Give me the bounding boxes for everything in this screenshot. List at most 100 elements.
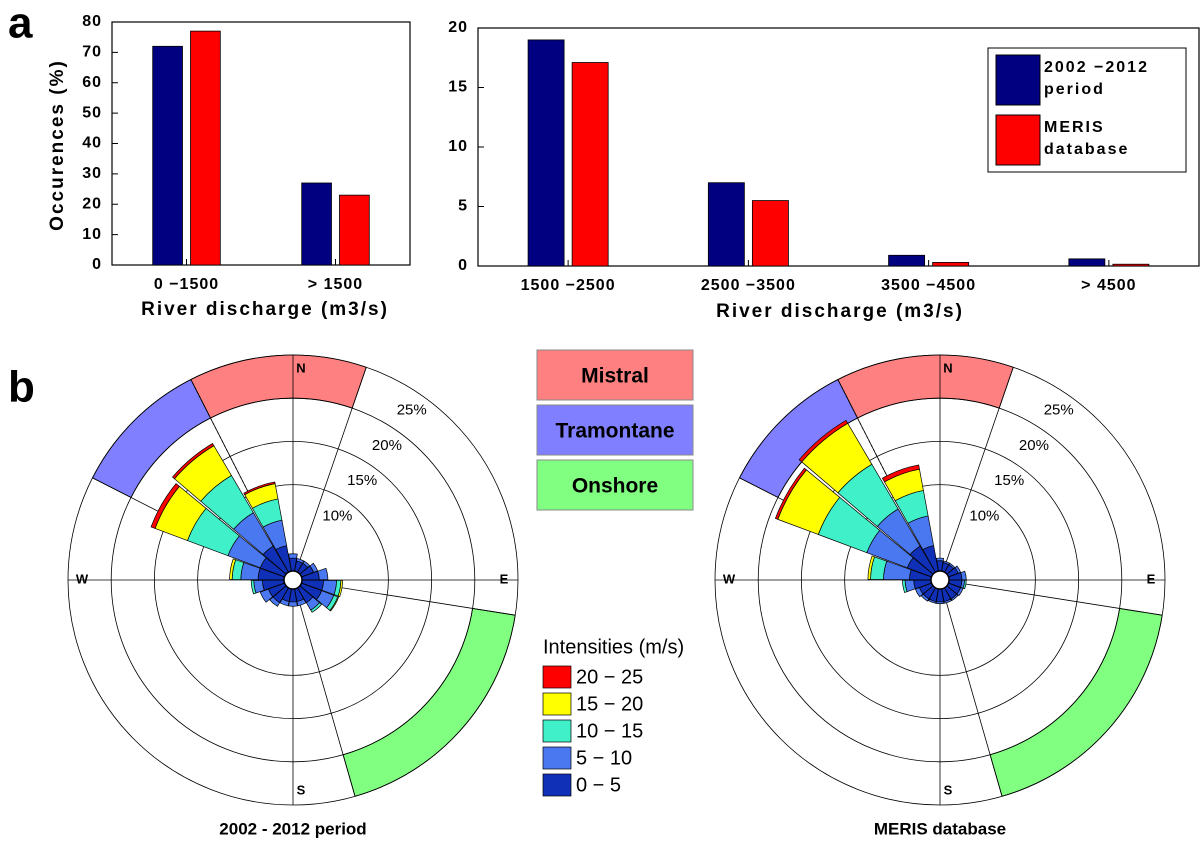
direction-label: E <box>500 571 509 586</box>
bar <box>707 182 745 267</box>
rose-wedge <box>296 598 307 607</box>
rose-wedge <box>150 483 180 529</box>
intensity-swatch <box>542 719 572 743</box>
rose-wedge <box>259 588 274 603</box>
bar <box>571 62 609 267</box>
y-tick-label: 0 <box>92 256 102 273</box>
x-tick-label: > 4500 <box>1081 277 1136 294</box>
intensity-swatch <box>542 665 572 689</box>
legend-swatch <box>995 114 1041 166</box>
rose-wedge <box>172 442 215 480</box>
rose-wedge <box>881 464 920 483</box>
panel-label: a <box>8 0 33 48</box>
sector-boundary <box>295 367 367 572</box>
rose-wedge <box>288 553 298 559</box>
legend-entry: 2002 −2012 period <box>1044 59 1149 98</box>
y-tick-label: 0 <box>458 257 468 274</box>
rose-wedge <box>950 593 959 601</box>
intensity-swatch <box>542 746 572 770</box>
bar <box>1112 263 1150 267</box>
x-tick-label: 3500 −4500 <box>881 277 976 294</box>
direction-label: W <box>723 571 736 586</box>
y-tick-label: 70 <box>82 44 102 61</box>
direction-label: N <box>943 360 952 375</box>
wind-sector <box>190 354 367 419</box>
y-tick-label: 20 <box>82 195 102 212</box>
sector-boundary <box>948 581 1163 616</box>
bar <box>527 39 565 267</box>
bar <box>1068 258 1106 267</box>
y-tick-label: 80 <box>82 13 102 30</box>
rose-wedge <box>914 587 924 598</box>
intensity-label: 5 − 10 <box>576 747 632 769</box>
y-tick-label: 5 <box>458 198 468 215</box>
bar <box>339 194 370 266</box>
wind-sector <box>342 607 516 797</box>
x-tick-label: 1500 −2500 <box>521 277 616 294</box>
bar <box>301 182 332 266</box>
y-tick-label: 15 <box>448 79 468 96</box>
x-axis-label: River discharge (m3/s) <box>141 299 389 320</box>
bar <box>152 45 183 266</box>
rose-wedge <box>927 598 937 604</box>
y-tick-label: 60 <box>82 74 102 91</box>
sector-boundary <box>942 367 1014 572</box>
direction-label: S <box>297 782 306 797</box>
ring-label: 20% <box>1019 437 1049 454</box>
bar <box>888 254 926 267</box>
intensity-label: 15 − 20 <box>576 693 643 715</box>
direction-label: N <box>296 360 305 375</box>
sector-legend-box <box>536 404 694 456</box>
rose-wedge <box>309 562 319 573</box>
intensity-swatch <box>542 692 572 716</box>
ring-label: 15% <box>994 472 1024 489</box>
sector-legend-box <box>536 349 694 401</box>
y-tick-label: 10 <box>82 226 102 243</box>
legend-swatch <box>995 54 1041 106</box>
rose-wedge <box>798 419 849 463</box>
y-tick-label: 10 <box>448 138 468 155</box>
rose-wedge <box>337 580 343 598</box>
y-axis-label: Occurences (%) <box>47 59 68 231</box>
rose-wedge <box>943 598 953 604</box>
sector-legend-box <box>536 459 694 511</box>
ring-label: 10% <box>969 508 999 525</box>
intensity-swatch <box>542 773 572 797</box>
y-tick-label: 50 <box>82 104 102 121</box>
wind-sector <box>837 354 1014 419</box>
bar <box>190 30 221 266</box>
legend-label: 2002 −2012 period <box>1044 59 1149 98</box>
y-tick-label: 20 <box>448 19 468 36</box>
rose-wedge <box>279 598 290 607</box>
wind-sector <box>989 607 1163 797</box>
legend-entry: MERIS database <box>1044 119 1130 158</box>
rose-wedge <box>243 481 276 496</box>
intensity-label: 20 − 25 <box>576 666 643 688</box>
rose-wedge <box>960 570 967 581</box>
rose-wedge <box>962 579 967 590</box>
rose-wedge <box>229 558 237 580</box>
x-tick-label: 0 −1500 <box>154 276 219 293</box>
x-axis-label: River discharge (m3/s) <box>716 301 964 322</box>
intensity-legend-title: Intensities (m/s) <box>543 636 684 658</box>
rose-wedge <box>269 596 281 607</box>
x-tick-label: > 1500 <box>308 276 363 293</box>
rose-wedge <box>867 555 875 580</box>
legend-label: MERIS database <box>1044 119 1130 158</box>
rose-wedge <box>310 602 323 613</box>
sector-legend-label: Mistral <box>581 365 649 388</box>
intensity-label: 10 − 15 <box>576 720 643 742</box>
rose-wedge <box>250 579 257 595</box>
rose-wedge <box>329 596 340 612</box>
intensity-label: 0 − 5 <box>576 774 621 796</box>
rose-wedge <box>317 567 329 581</box>
rose-wedge <box>935 601 945 605</box>
rose-wedge <box>288 601 298 607</box>
rose-wedge <box>956 587 964 597</box>
direction-label: S <box>944 782 953 797</box>
direction-label: W <box>76 571 89 586</box>
center-hole <box>930 570 950 590</box>
y-tick-label: 40 <box>82 135 102 152</box>
center-hole <box>283 570 303 590</box>
